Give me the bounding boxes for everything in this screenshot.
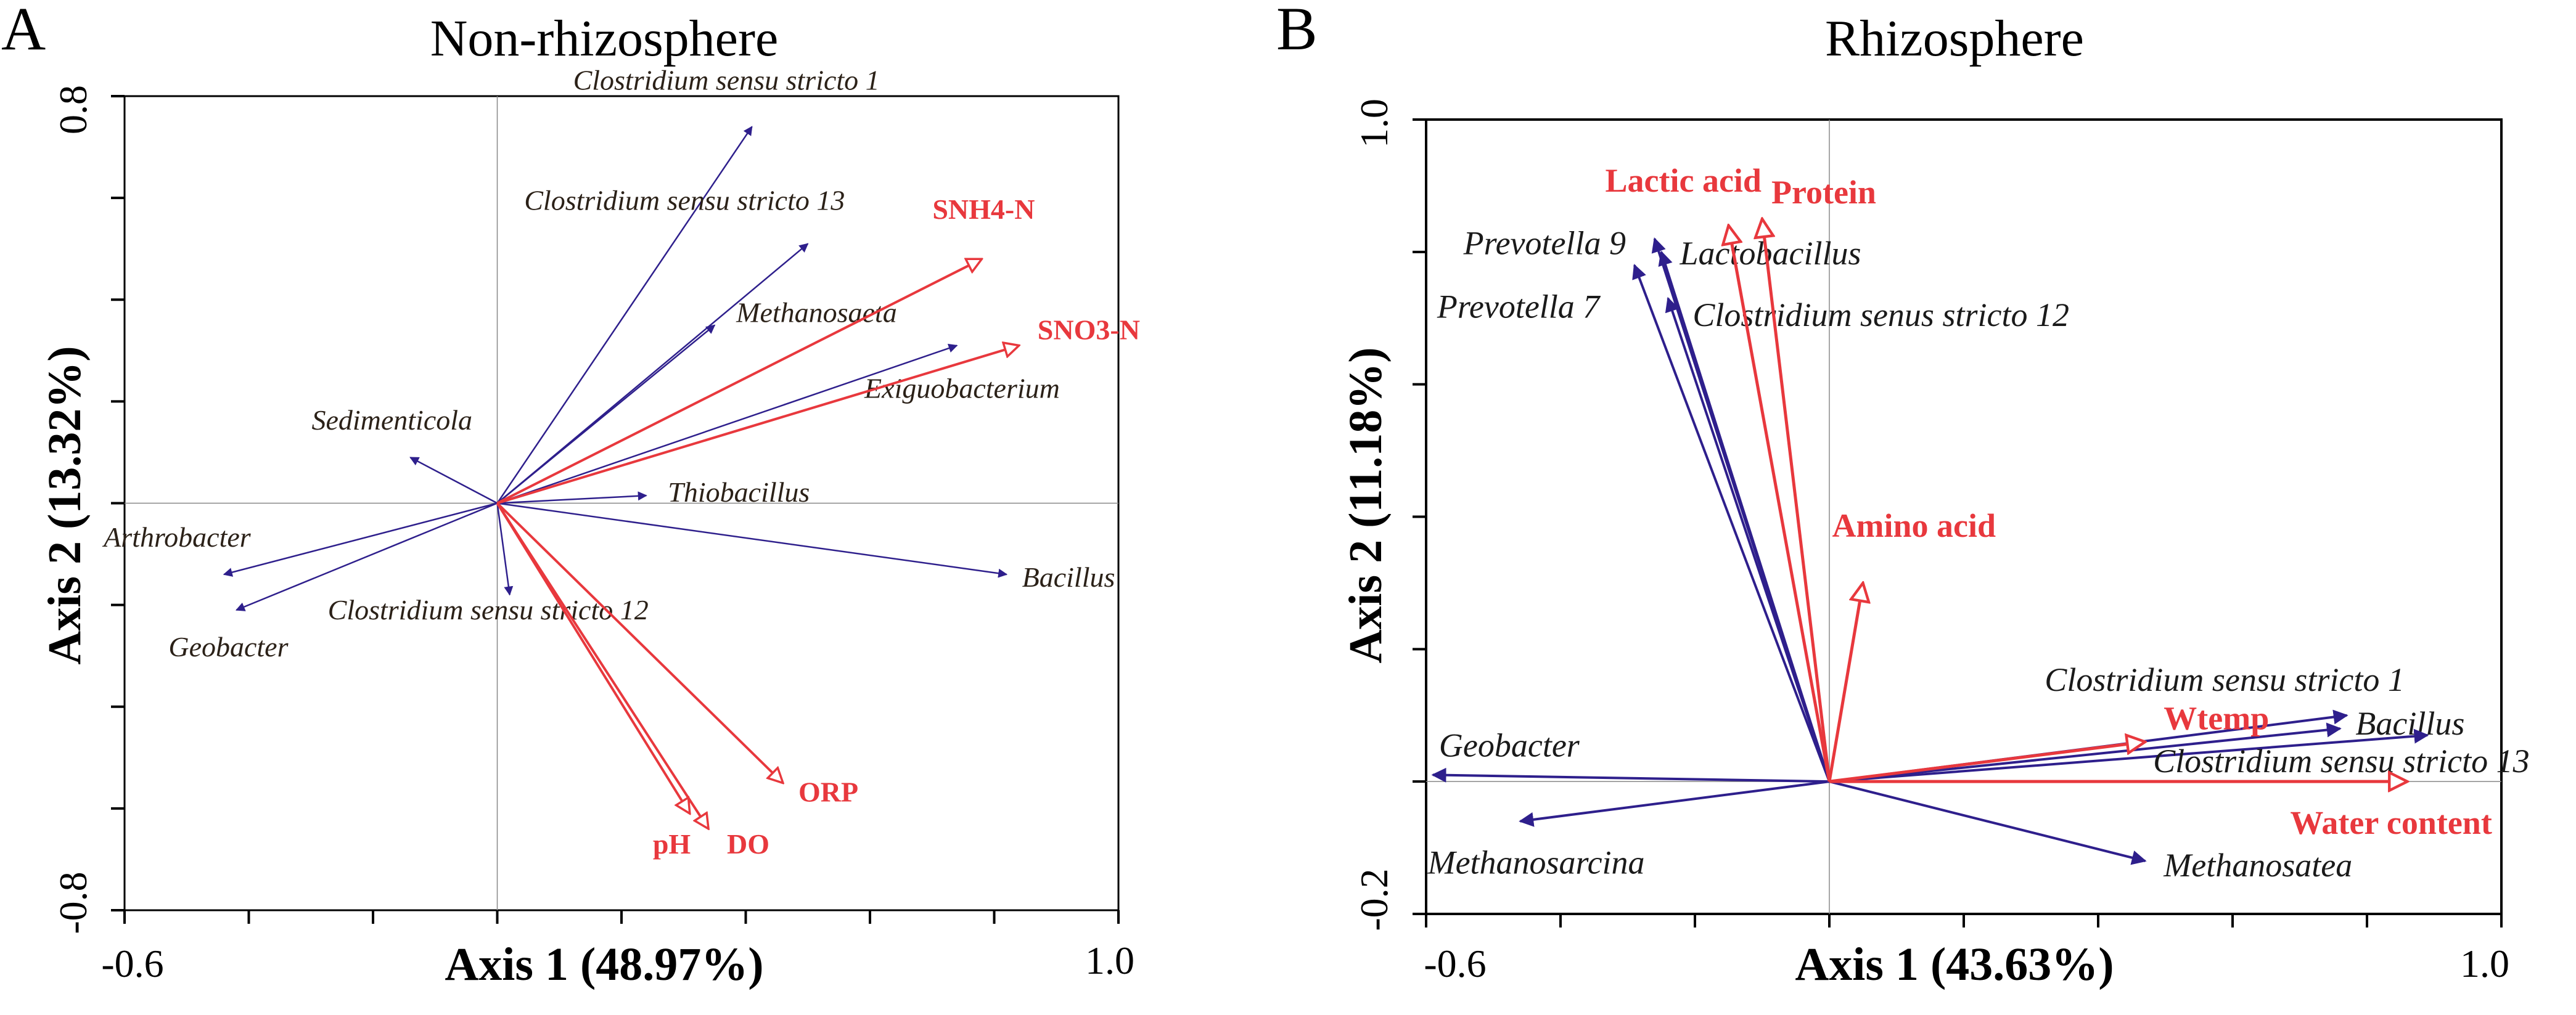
species-arrow-geobacter xyxy=(1431,767,1830,783)
env-label-do: DO xyxy=(727,828,769,860)
species-arrow-methanosatea xyxy=(1829,780,2147,865)
env-label-ph: pH xyxy=(653,828,691,860)
species-label-geobacter: Geobacter xyxy=(1439,727,1580,764)
species-label-exiguobacterium: Exiguobacterium xyxy=(864,373,1060,404)
species-label-arthrobacter: Arthrobacter xyxy=(102,521,252,553)
species-label-clostridium-sensu-stricto-1: Clostridium sensu stricto 1 xyxy=(573,65,880,96)
species-label-clostridium-sensu-stricto-13: Clostridium sensu stricto 13 xyxy=(524,184,845,216)
env-label-wtemp: Wtemp xyxy=(2164,700,2269,737)
species-arrow-lactobacillus xyxy=(1658,250,1831,782)
species-label-clostridium-sensu-stricto-1: Clostridium sensu stricto 1 xyxy=(2045,661,2405,698)
env-arrow-snh4-n xyxy=(496,258,982,505)
env-arrow-protein xyxy=(1762,219,1831,782)
species-label-lactobacillus: Lactobacillus xyxy=(1680,235,1861,272)
env-arrow-wtemp xyxy=(1829,742,2145,783)
species-arrow-bacillus xyxy=(497,502,1008,578)
species-label-prevotella-7: Prevotella 7 xyxy=(1437,288,1601,325)
env-label-amino-acid: Amino acid xyxy=(1832,507,1996,544)
panel-b-letter: B xyxy=(1276,0,1318,63)
env-arrow-orp xyxy=(496,502,783,783)
env-label-orp: ORP xyxy=(798,777,858,808)
panel-b-rhizosphere: B Rhizosphere Prevotella 9 Lactobacillus P… xyxy=(1276,0,2530,990)
species-arrow-bacillus xyxy=(1829,722,2342,783)
species-arrow-clostridium-senus-stricto-12 xyxy=(1665,296,1831,782)
env-arrow-sno3-n xyxy=(496,346,1019,505)
species-label-methanosarcina: Methanosarcina xyxy=(1427,844,1645,881)
panel-a-non-rhizosphere: A Non-rhizosphere Clostridium sensu stri… xyxy=(1,0,1140,990)
panel-b-y-tick-max: 1.0 xyxy=(1352,99,1396,148)
species-arrow-clostridium-sensu-stricto-12 xyxy=(496,503,514,596)
panel-a-y-tick-min: -0.8 xyxy=(51,871,95,934)
species-arrow-methanosarcina xyxy=(1519,780,1830,827)
species-label-methanosaeta: Methanosaeta xyxy=(736,297,897,328)
species-label-clostridium-sensu-stricto-12: Clostridium sensu stricto 12 xyxy=(328,594,649,626)
panel-b-y-axis-title: Axis 2 (11.18%) xyxy=(1340,348,1392,664)
env-label-snh4-n: SNH4-N xyxy=(932,194,1035,225)
species-arrow-exiguobacterium xyxy=(497,343,958,504)
panel-b-x-axis-title: Axis 1 (43.63%) xyxy=(1795,939,2114,990)
panel-a-y-tick-max: 0.8 xyxy=(51,85,95,134)
panel-b-x-tick-max: 1.0 xyxy=(2460,942,2509,985)
env-label-water-content: Water content xyxy=(2290,804,2492,841)
env-label-protein: Protein xyxy=(1771,174,1876,211)
env-arrow-lactic-acid xyxy=(1729,226,1831,782)
env-arrow-do xyxy=(496,502,709,829)
species-label-geobacter: Geobacter xyxy=(168,631,289,662)
env-label-lactic-acid: Lactic acid xyxy=(1606,162,1762,199)
species-label-clostridium-sensu-stricto-13: Clostridium sensu stricto 13 xyxy=(2153,743,2530,780)
species-arrow-methanosaeta xyxy=(496,324,716,504)
panel-b-y-tick-min: -0.2 xyxy=(1352,868,1396,931)
panel-a-x-tick-min: -0.6 xyxy=(101,942,163,985)
env-arrow-amino-acid xyxy=(1827,583,1863,782)
species-label-sedimenticola: Sedimenticola xyxy=(311,404,472,436)
panel-a-letter: A xyxy=(1,0,46,63)
panel-a-x-axis-title: Axis 1 (48.97%) xyxy=(445,939,763,990)
species-arrow-geobacter xyxy=(235,502,498,611)
species-arrow-arthrobacter xyxy=(223,502,498,577)
species-arrow-sedimenticola xyxy=(409,457,498,504)
panel-b-x-tick-min: -0.6 xyxy=(1424,942,1486,985)
species-label-clostridium-senus-stricto-12: Clostridium senus stricto 12 xyxy=(1692,296,2069,333)
species-label-methanosatea: Methanosatea xyxy=(2163,847,2352,884)
panel-a-y-axis-title: Axis 2 (13.32%) xyxy=(39,346,91,664)
species-label-prevotella-9: Prevotella 9 xyxy=(1463,224,1626,261)
species-arrow-clostridium-sensu-stricto-13 xyxy=(1829,728,2429,783)
panel-a-title: Non-rhizosphere xyxy=(430,10,778,67)
species-arrow-prevotella-7 xyxy=(1632,264,1831,782)
species-arrow-clostridium-sensu-stricto-1 xyxy=(496,126,753,504)
panel-b-title: Rhizosphere xyxy=(1825,10,2084,67)
species-arrow-thiobacillus xyxy=(497,491,647,504)
species-label-thiobacillus: Thiobacillus xyxy=(668,476,810,508)
panel-a-x-tick-max: 1.0 xyxy=(1085,939,1134,982)
env-label-sno3-n: SNO3-N xyxy=(1038,314,1140,346)
species-label-bacillus: Bacillus xyxy=(1022,561,1115,593)
